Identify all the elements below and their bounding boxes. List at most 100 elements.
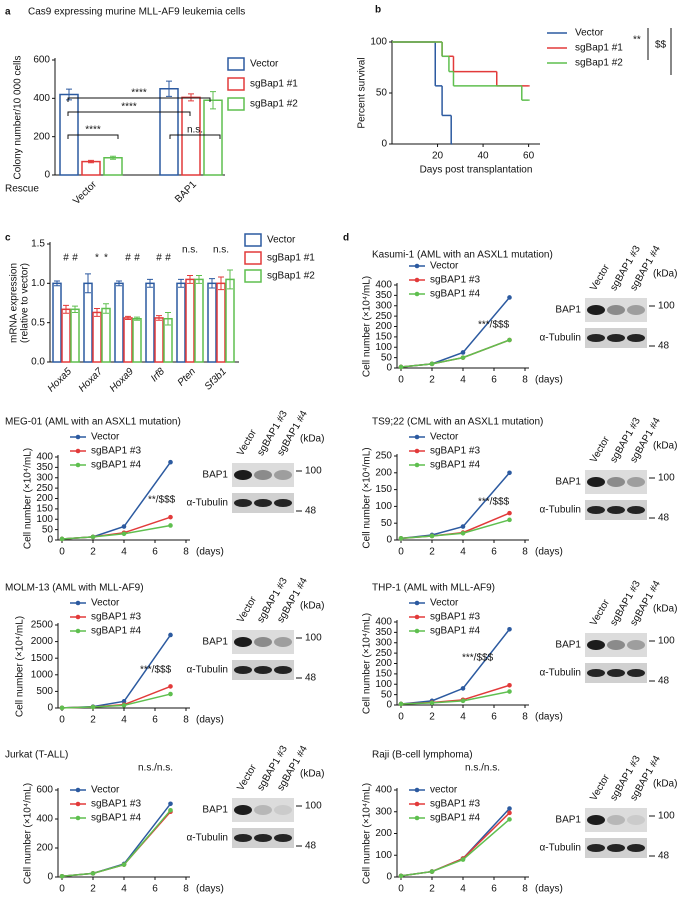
legend-label: sgBap1 #2	[250, 99, 298, 110]
series-line	[400, 339, 510, 368]
y-tick-label: 250	[375, 451, 392, 462]
point	[429, 869, 435, 874]
protein-label: α-Tubulin	[186, 665, 228, 676]
bar	[81, 160, 101, 176]
blot-band	[627, 334, 645, 342]
bar	[92, 311, 102, 363]
significance: #	[125, 253, 131, 264]
point	[168, 691, 173, 697]
legend-label: sgBAP1 #3	[430, 275, 480, 286]
blot-band	[587, 844, 605, 852]
point	[168, 632, 173, 638]
y-axis-label: Cell number (×10⁴/mL)	[15, 616, 26, 717]
point	[121, 699, 127, 704]
legend-marker	[75, 434, 81, 440]
y-tick-label: 50	[42, 524, 54, 535]
legend-marker	[75, 628, 81, 634]
marker-label: 48	[658, 341, 670, 352]
x-tick-label: 6	[491, 884, 497, 895]
legend-marker	[75, 614, 81, 620]
y-tick-label: 250	[375, 648, 392, 659]
chart-title: TS9;22 (CML with an ASXL1 mutation)	[372, 417, 543, 428]
blot-band	[274, 499, 292, 507]
legend-marker	[414, 600, 420, 606]
blot-band	[234, 834, 252, 842]
x-tick-label: 0	[59, 547, 65, 558]
legend-label: sgBAP1 #3	[91, 799, 141, 810]
x-tick-label: 4	[121, 884, 127, 895]
y-tick-label: 2000	[31, 636, 54, 647]
y-tick-label: 50	[381, 518, 393, 529]
y-tick-label: 1.0	[31, 278, 45, 289]
y-tick-label: 400	[33, 93, 50, 104]
point	[460, 355, 466, 360]
x-axis-label: (days)	[196, 715, 224, 726]
error-bar	[125, 315, 131, 321]
series-line	[400, 628, 511, 705]
protein-label: α-Tubulin	[186, 833, 228, 844]
series-line	[400, 339, 510, 368]
marker-label: 48	[658, 851, 670, 862]
bar	[83, 282, 93, 363]
y-tick-label: 100	[370, 37, 387, 48]
legend-marker	[414, 263, 420, 269]
point	[460, 524, 466, 529]
x-tick-label: 0	[398, 547, 404, 558]
series-line	[61, 809, 172, 878]
y-axis-label: mRNA expression	[9, 263, 20, 343]
legend-label: Vector	[575, 28, 604, 39]
bar	[207, 282, 217, 363]
x-tick-label: 4	[460, 712, 466, 723]
point	[507, 689, 512, 694]
legend-swatch	[244, 269, 262, 283]
panel-letter: d	[343, 233, 349, 244]
x-axis-label: (days)	[535, 375, 563, 386]
point	[121, 703, 127, 708]
x-tick-label: 2	[90, 547, 96, 558]
point	[507, 806, 512, 811]
kda-label: (kDa)	[653, 779, 677, 790]
legend-label: sgBAP1 #4	[430, 626, 480, 637]
significance: n.s.	[187, 125, 203, 136]
error-bar	[88, 159, 94, 164]
legend-label: sgBAP1 #3	[430, 446, 480, 457]
y-axis-label: Cell number (×10⁴/mL)	[23, 448, 34, 549]
y-tick-label: 0	[47, 535, 53, 546]
error-bar	[218, 276, 224, 291]
y-tick-label: 0	[47, 703, 53, 714]
series-line	[400, 690, 510, 705]
legend-label: sgBap1 #1	[267, 253, 315, 264]
point	[398, 536, 404, 541]
y-tick-label: 300	[375, 300, 392, 311]
legend-marker	[414, 801, 420, 807]
bar	[181, 96, 201, 176]
blot-band	[627, 506, 645, 514]
blot-band	[607, 815, 625, 825]
bar	[123, 317, 133, 363]
x-tick-label: 4	[460, 547, 466, 558]
legend-label: sgBap1 #2	[267, 271, 315, 282]
significance: n.s.	[213, 245, 229, 256]
protein-label: BAP1	[555, 305, 581, 316]
x-tick-label: Hoxa7	[77, 366, 106, 395]
y-axis-label: Cell number (×10⁴/mL)	[362, 613, 373, 714]
protein-label: α-Tubulin	[539, 333, 581, 344]
y-tick-label: 50	[376, 88, 388, 99]
blot-band	[587, 640, 605, 650]
legend-swatch	[227, 97, 245, 111]
blot-band	[254, 499, 272, 507]
blot-band	[274, 637, 292, 647]
legend-marker	[414, 291, 420, 297]
y-axis-label: (relative to vector)	[20, 263, 31, 343]
y-axis-label: Cell number (×10⁴/mL)	[362, 276, 373, 377]
blot-band	[274, 834, 292, 842]
series-line	[61, 524, 171, 540]
significance: ****	[85, 125, 101, 136]
y-tick-label: 0.0	[31, 357, 45, 368]
error-bar	[196, 274, 202, 284]
x-tick-label: 6	[491, 712, 497, 723]
kda-label: (kDa)	[653, 604, 677, 615]
bar	[154, 317, 164, 363]
bar	[145, 282, 155, 363]
kda-label: (kDa)	[300, 434, 324, 445]
